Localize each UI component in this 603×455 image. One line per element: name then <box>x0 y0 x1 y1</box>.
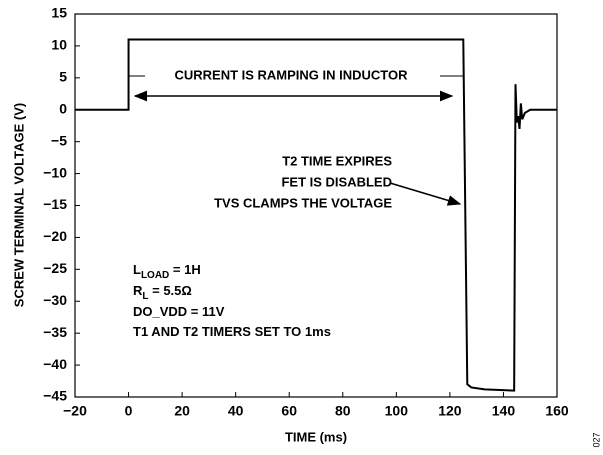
x-tick-label: 120 <box>438 403 462 419</box>
y-tick-label: −30 <box>43 292 67 308</box>
note: RL = 5.5Ω <box>133 283 192 301</box>
note: T1 AND T2 TIMERS SET TO 1ms <box>133 324 331 339</box>
y-tick-label: −40 <box>43 356 67 372</box>
note: LLOAD = 1H <box>133 262 201 280</box>
y-tick-label: −15 <box>43 196 67 212</box>
note-sub: LOAD <box>141 270 169 281</box>
x-tick-label: 60 <box>281 403 297 419</box>
y-tick-label: −45 <box>43 388 67 404</box>
x-tick-label: 0 <box>125 403 133 419</box>
note-tail: = 1H <box>169 262 200 277</box>
y-tick-label: −5 <box>51 132 67 148</box>
note-main: DO_VDD = 11V <box>133 304 225 319</box>
y-tick-label: 15 <box>51 5 67 21</box>
figure-id: 027 <box>591 432 601 447</box>
y-tick-label: 10 <box>51 37 67 53</box>
y-tick-label: 0 <box>59 100 67 116</box>
y-tick-label: −20 <box>43 228 67 244</box>
x-tick-label: 140 <box>492 403 516 419</box>
note-main: R <box>133 283 143 298</box>
callout-arrow <box>389 182 462 206</box>
annotation: FET IS DISABLED <box>281 174 392 189</box>
x-axis-label: TIME (ms) <box>285 429 347 444</box>
y-axis-label: SCREW TERMINAL VOLTAGE (V) <box>11 103 26 307</box>
y-tick-label: 5 <box>59 69 67 85</box>
y-tick-label: −10 <box>43 164 67 180</box>
x-tick-label: 160 <box>545 403 569 419</box>
x-tick-label: 40 <box>228 403 244 419</box>
x-tick-label: 20 <box>174 403 190 419</box>
note: DO_VDD = 11V <box>133 304 225 319</box>
annotation: CURRENT IS RAMPING IN INDUCTOR <box>174 67 408 82</box>
x-tick-label: 80 <box>335 403 351 419</box>
note-main: T1 AND T2 TIMERS SET TO 1ms <box>133 324 331 339</box>
data-line <box>75 38 557 392</box>
annotation: T2 TIME EXPIRES <box>282 153 392 168</box>
annotation: TVS CLAMPS THE VOLTAGE <box>214 195 392 210</box>
label-bg <box>145 68 437 84</box>
note-sub: L <box>142 291 148 302</box>
note-tail: = 5.5Ω <box>149 283 192 298</box>
note-main: L <box>133 262 141 277</box>
x-tick-label: 100 <box>385 403 409 419</box>
y-tick-label: −35 <box>43 324 67 340</box>
x-tick-label: −20 <box>63 403 87 419</box>
y-tick-label: −25 <box>43 260 67 276</box>
